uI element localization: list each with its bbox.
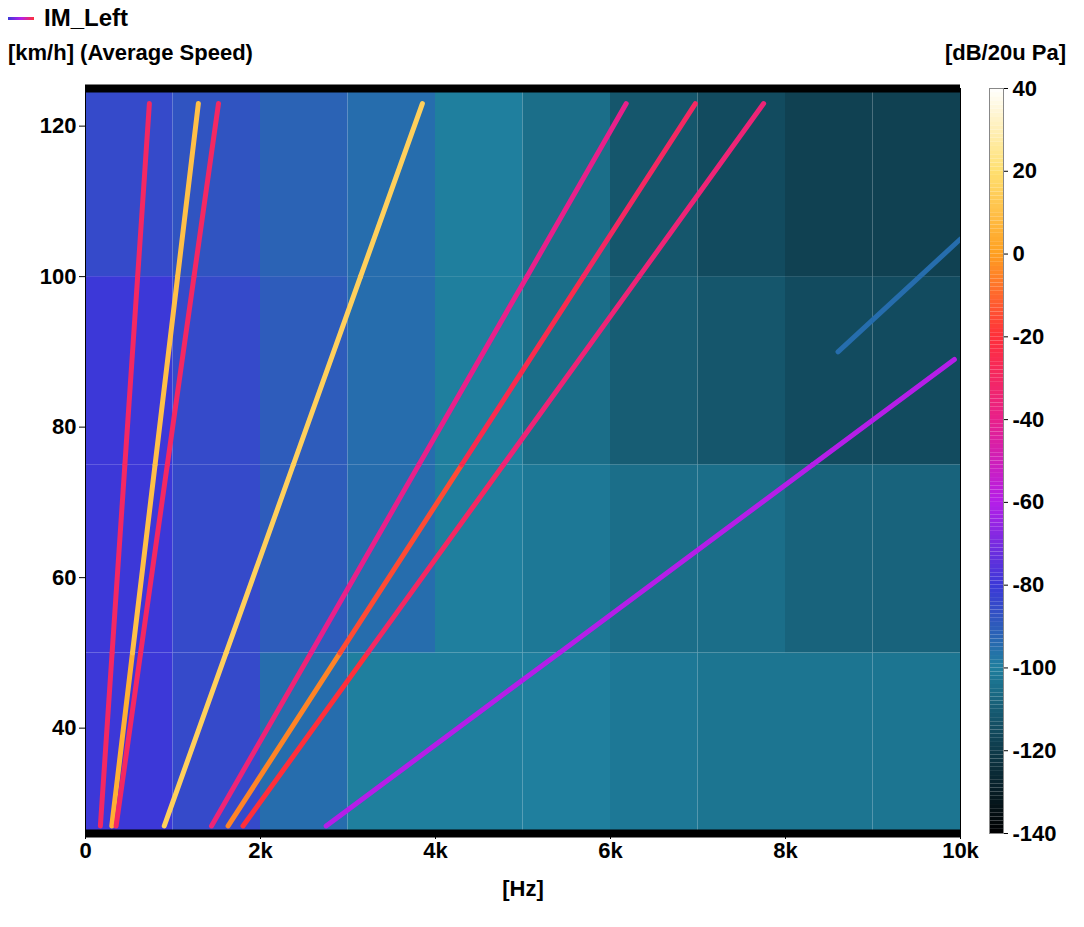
svg-text:10k: 10k <box>942 838 979 863</box>
html-text:IM_Left: IM_Left <box>44 4 128 31</box>
svg-text:-140: -140 <box>1013 821 1057 846</box>
svg-text:-80: -80 <box>1013 572 1045 597</box>
svg-text:6k: 6k <box>598 838 623 863</box>
svg-text:60: 60 <box>52 565 76 590</box>
svg-text:40: 40 <box>1013 76 1037 101</box>
html-text:[dB/20u Pa]: [dB/20u Pa] <box>945 40 1066 65</box>
html-text:[km/h] (Average Speed): [km/h] (Average Speed) <box>8 40 253 65</box>
svg-text:0: 0 <box>1013 241 1025 266</box>
svg-text:-40: -40 <box>1013 407 1045 432</box>
svg-text:120: 120 <box>40 113 77 138</box>
svg-text:-20: -20 <box>1013 324 1045 349</box>
svg-text:80: 80 <box>52 414 76 439</box>
svg-text:100: 100 <box>40 264 77 289</box>
svg-text:-100: -100 <box>1013 655 1057 680</box>
svg-text:0: 0 <box>79 838 91 863</box>
svg-text:4k: 4k <box>423 838 448 863</box>
svg-text:-60: -60 <box>1013 489 1045 514</box>
svg-text:-120: -120 <box>1013 738 1057 763</box>
svg-text:20: 20 <box>1013 158 1037 183</box>
svg-text:[Hz]: [Hz] <box>502 876 544 901</box>
svg-text:2k: 2k <box>248 838 273 863</box>
svg-text:40: 40 <box>52 715 76 740</box>
svg-text:8k: 8k <box>773 838 798 863</box>
